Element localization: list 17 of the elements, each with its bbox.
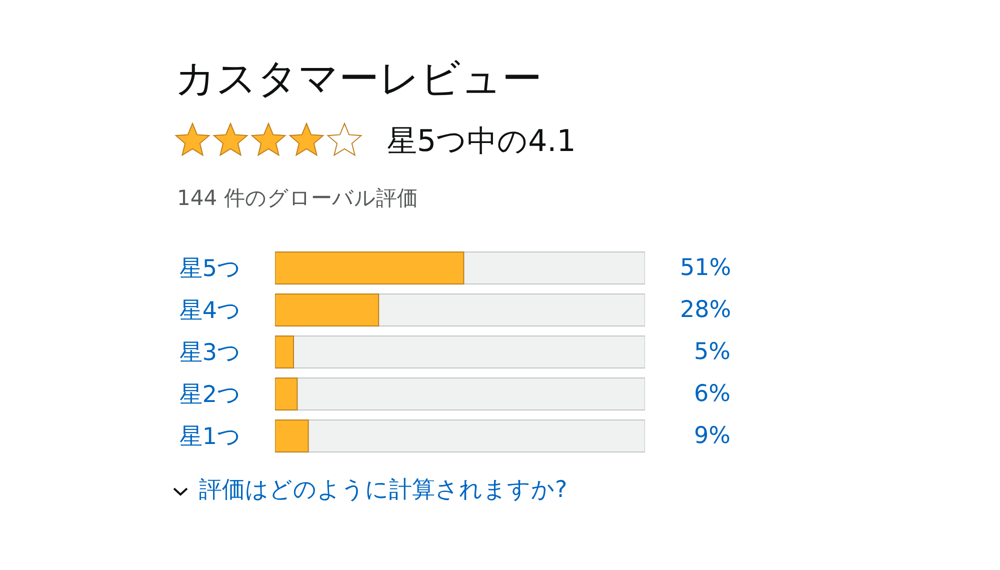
data-label: 28% xyxy=(680,297,732,323)
bar xyxy=(275,336,294,368)
y-tick-label: 星5つ xyxy=(179,256,241,282)
y-tick-label: 星1つ xyxy=(179,424,241,450)
chart-title: カスタマーレビュー xyxy=(175,56,542,102)
data-label: 9% xyxy=(694,423,730,449)
y-tick-label: 星2つ xyxy=(179,382,241,408)
data-label: 6% xyxy=(694,381,730,407)
text: 評価はどのように計算されますか? xyxy=(199,477,568,503)
bar xyxy=(275,378,298,410)
text: 144 件のグローバル評価 xyxy=(177,186,418,210)
data-label: 5% xyxy=(694,339,730,365)
y-tick-label: 星3つ xyxy=(179,340,241,366)
y-tick-label: 星4つ xyxy=(179,298,241,324)
bar xyxy=(275,420,309,452)
data-label: 51% xyxy=(680,255,732,281)
chart-subtitle: 星5つ中の4.1 xyxy=(387,124,576,159)
